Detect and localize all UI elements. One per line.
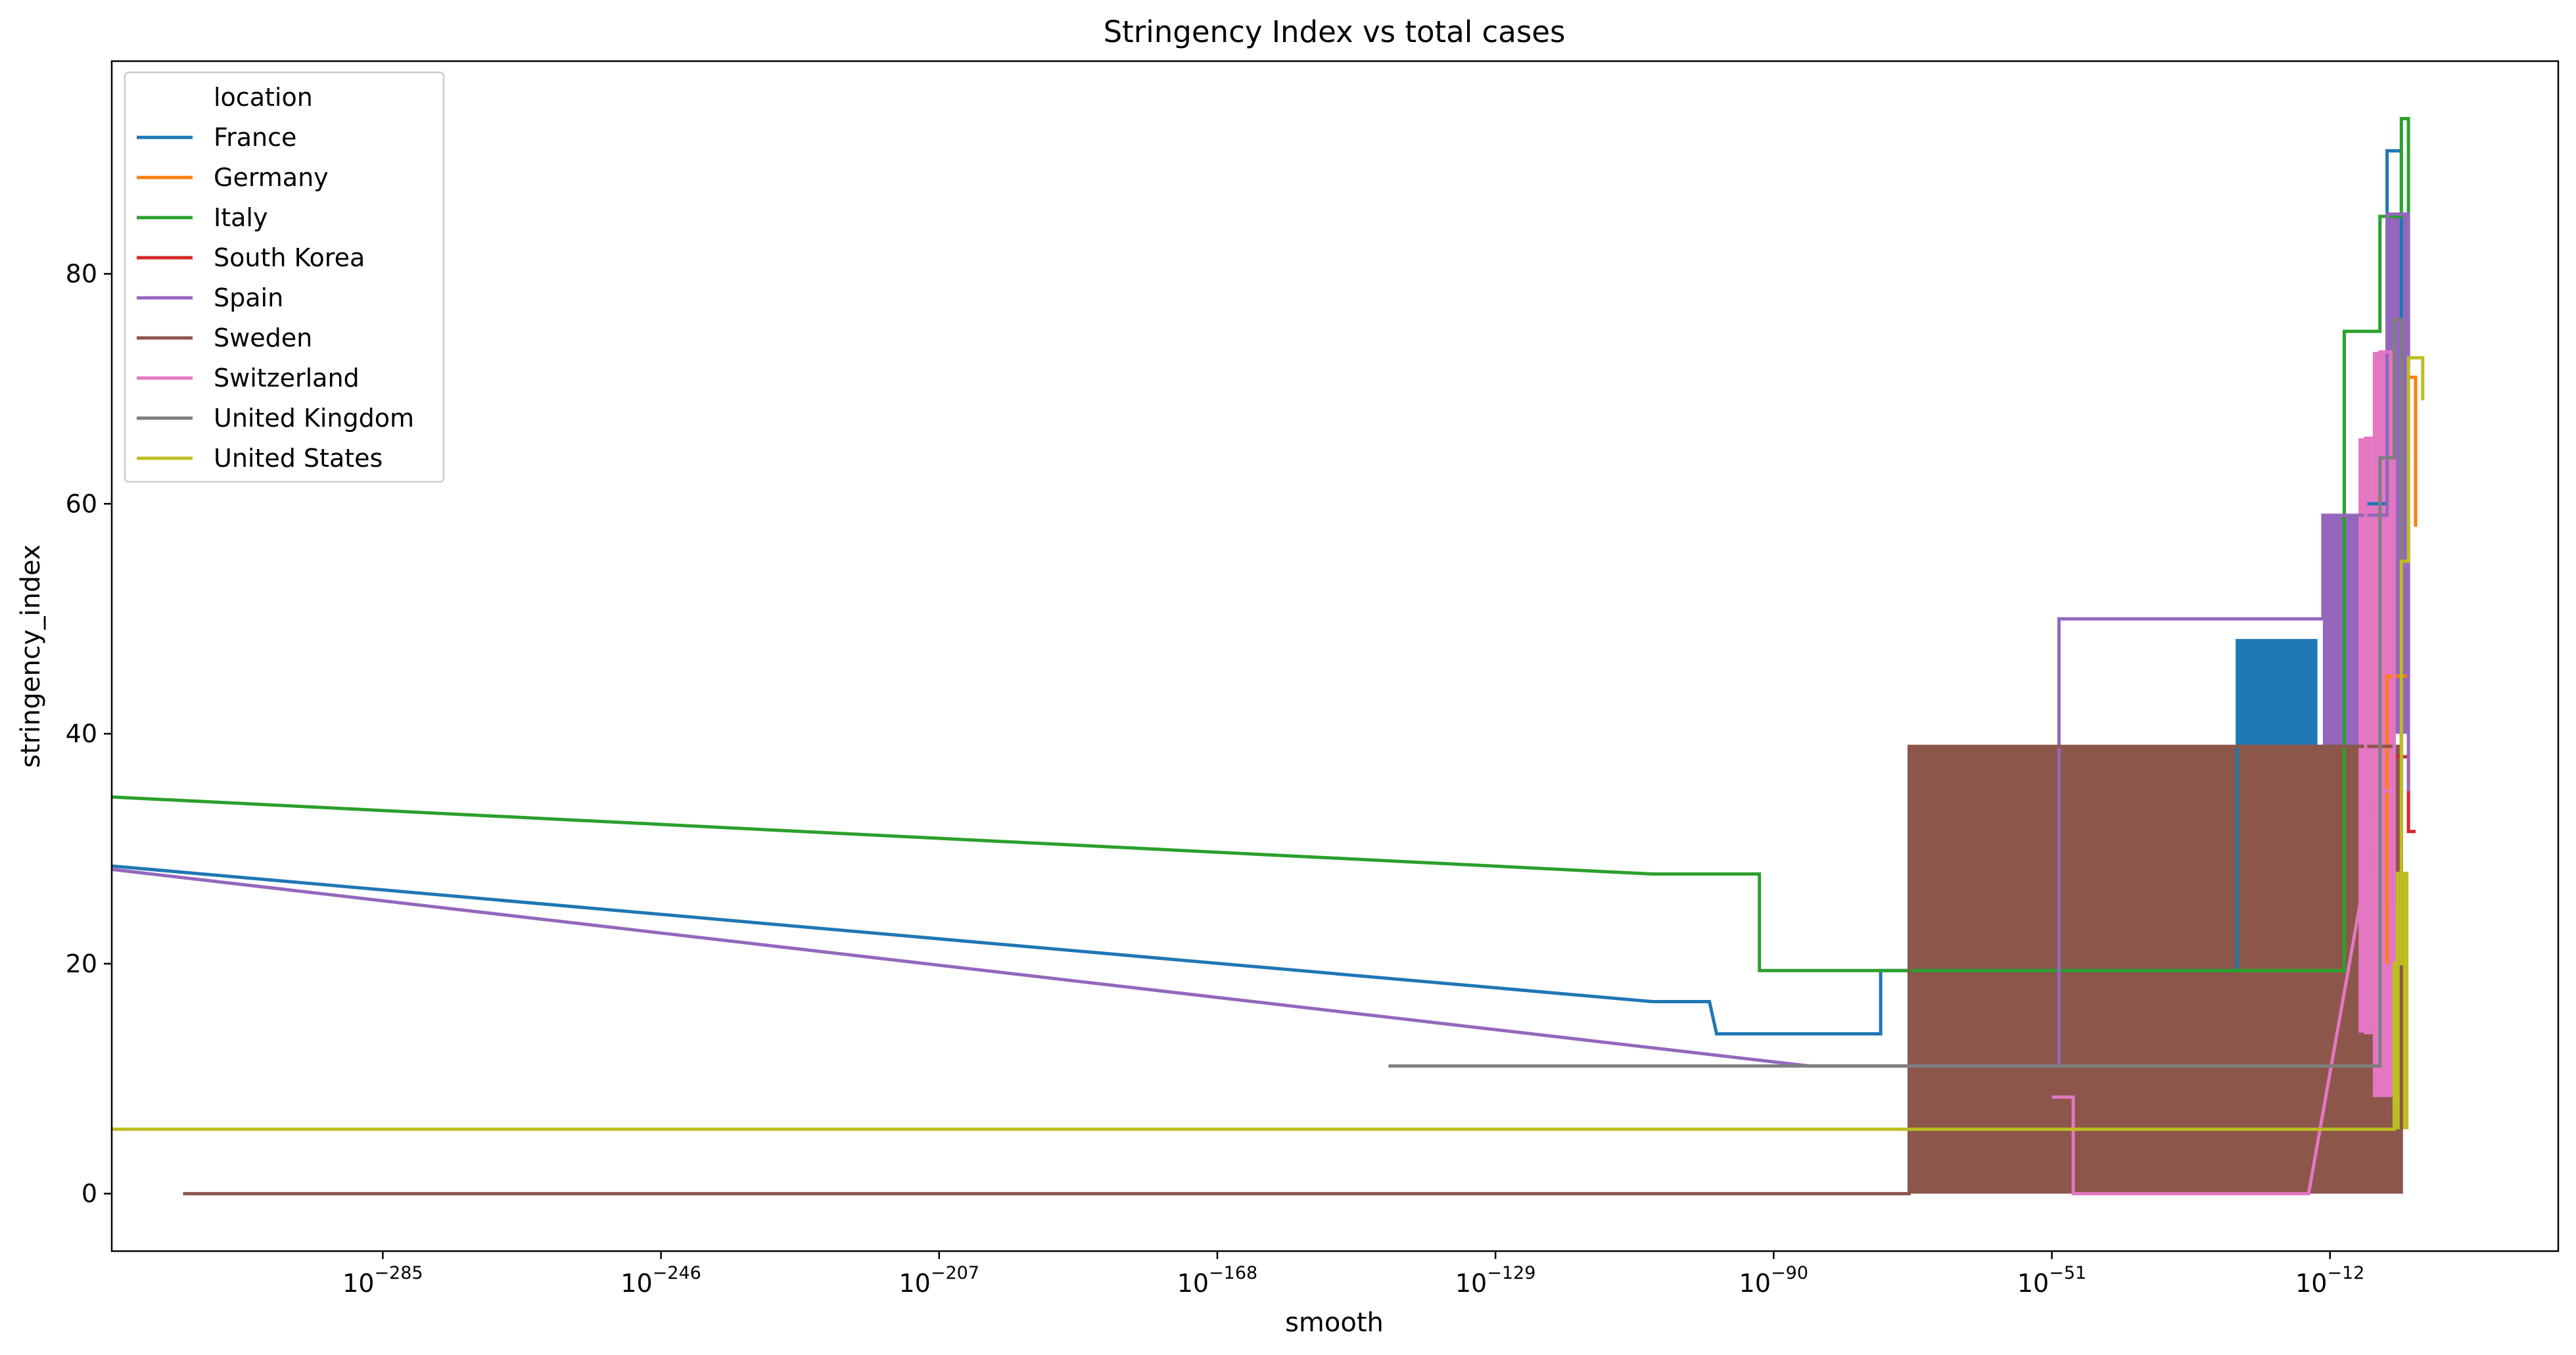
y-tick-label: 80: [66, 260, 97, 289]
x-axis-label: smooth: [1285, 1308, 1384, 1338]
legend-label: Germany: [214, 163, 329, 192]
legend-label: France: [214, 123, 296, 152]
plot-frame: [110, 60, 2560, 1252]
series-line-united-states: [112, 356, 2425, 1131]
legend-label: Spain: [214, 283, 283, 312]
legend-label: Switzerland: [214, 364, 360, 392]
x-tick-label: 10−90: [1739, 1263, 1808, 1298]
x-tick-label: 10−51: [2017, 1263, 2086, 1298]
y-tick-label: 0: [82, 1179, 97, 1208]
series-line-italy: [112, 116, 2410, 972]
legend-label: Italy: [214, 203, 268, 232]
legend-label: South Korea: [214, 243, 365, 272]
legend-box: [124, 71, 445, 483]
y-axis-label: stringency_index: [16, 544, 46, 768]
x-tick-label: 10−12: [2295, 1263, 2364, 1298]
x-tick-label: 10−246: [621, 1263, 701, 1298]
legend-title: location: [214, 83, 313, 112]
x-tick-label: 10−207: [899, 1263, 979, 1298]
legend-label: United States: [214, 444, 383, 473]
chart-title: Stringency Index vs total cases: [1104, 14, 1566, 49]
series-fill-switzerland: [2372, 352, 2395, 1097]
legend: location France Germany Italy South Korea Spa…: [124, 71, 445, 483]
x-tick-label: 10−129: [1455, 1263, 1536, 1298]
series-line-united-kingdom: [1388, 318, 2403, 1068]
legend-label: United Kingdom: [214, 404, 414, 433]
series-fill-france: [2237, 640, 2316, 747]
x-tick-label: 10−168: [1177, 1263, 1258, 1298]
y-tick-label: 40: [66, 719, 97, 748]
x-tick-label: 10−285: [342, 1263, 423, 1298]
y-tick-label: 20: [66, 949, 97, 978]
y-tick-label: 60: [66, 489, 97, 518]
legend-label: Sweden: [214, 323, 312, 352]
